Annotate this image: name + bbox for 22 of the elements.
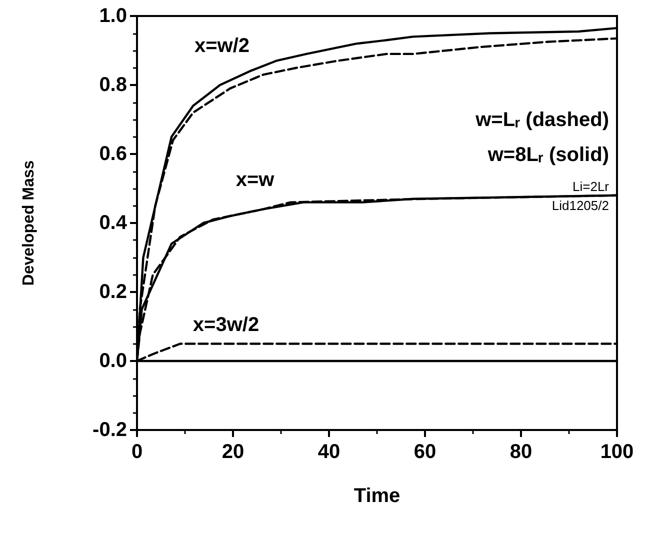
y-tick-label: 0.0: [99, 350, 127, 372]
x-tick-label: 40: [318, 441, 340, 463]
x-tick-label: 0: [131, 441, 143, 463]
x-tick-label: 100: [600, 441, 634, 463]
x-tick-label: 80: [510, 441, 532, 463]
annotation: Lid1205/2: [552, 198, 609, 213]
y-axis-title: Developed Mass: [20, 160, 38, 286]
annotation: x=w/2: [194, 35, 250, 57]
x-tick-label: 60: [414, 441, 436, 463]
annotation: x=w: [236, 169, 275, 191]
y-tick-label: 0.8: [99, 74, 127, 96]
y-tick-label: 0.2: [99, 281, 127, 303]
x-axis-title: Time: [354, 485, 400, 507]
y-tick-label: 0.6: [99, 143, 127, 165]
annotation: Li=2Lr: [572, 179, 610, 194]
x-tick-label: 20: [222, 441, 244, 463]
annotation: w=Lᵣ (dashed): [474, 109, 609, 131]
y-tick-label: -0.2: [92, 419, 127, 441]
annotation: w=8Lᵣ (solid): [486, 144, 609, 166]
annotation: x=3w/2: [192, 314, 260, 336]
y-tick-label: 1.0: [99, 5, 127, 27]
y-tick-label: 0.4: [99, 212, 128, 234]
